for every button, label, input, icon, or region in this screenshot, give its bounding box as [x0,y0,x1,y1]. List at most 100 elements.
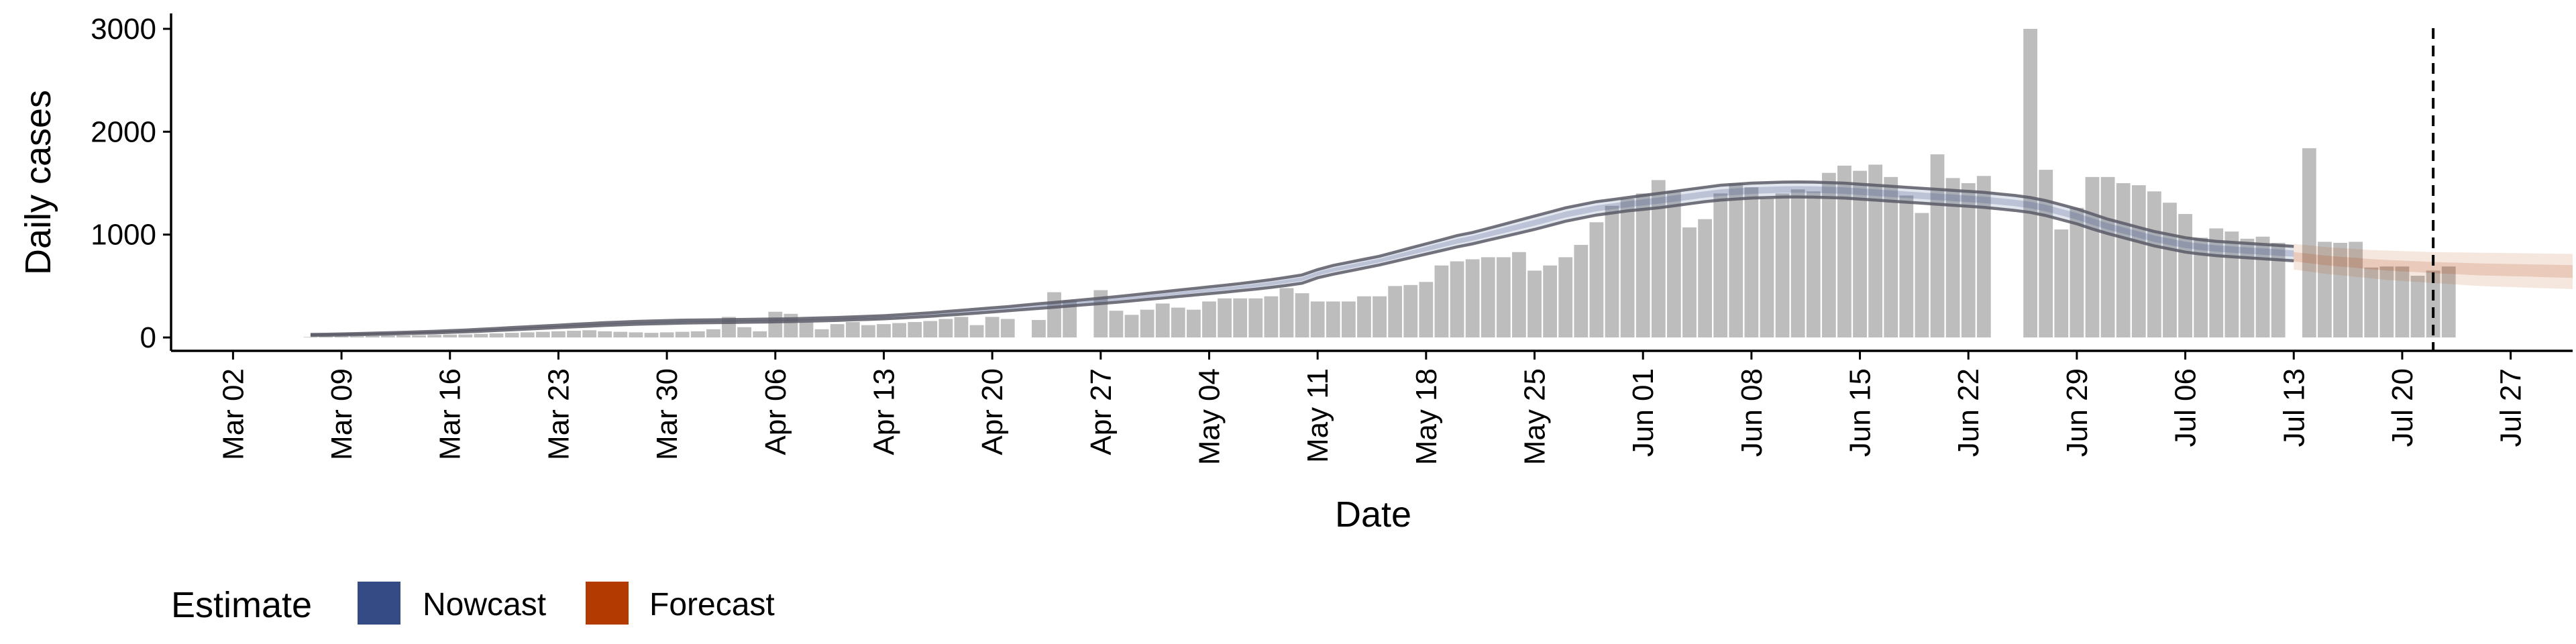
bar [412,335,426,338]
bar [908,322,922,338]
bar [1589,222,1604,338]
bar [2364,267,2379,338]
bar [1698,219,1712,338]
bar [1729,183,1743,338]
bar [1202,301,1216,338]
bar [2426,270,2440,338]
bar [954,317,969,338]
bar [2147,191,2161,338]
bar [1326,301,1340,338]
y-tick-label: 1000 [91,219,156,252]
x-tick-label: Mar 30 [651,368,684,460]
bar [1124,315,1139,338]
bar [1218,298,1232,338]
x-tick-label: Mar 02 [217,368,250,460]
bar [1884,176,1898,338]
bar [474,333,488,338]
bar [504,333,519,338]
bar [938,319,953,338]
bar [1635,193,1650,338]
bar [1140,309,1155,338]
bar [365,335,380,338]
bar [1790,189,1805,338]
x-tick-label: Jul 13 [2277,368,2310,447]
bar [2255,236,2270,338]
bar [1419,282,1434,338]
bar [1574,245,1589,338]
y-tick-label: 3000 [91,13,156,46]
bar [753,331,767,338]
bar [1341,301,1356,338]
bar [1032,319,1046,338]
bar [2333,242,2347,338]
bar [2240,238,2255,338]
bar [1063,300,1077,338]
bar [2441,266,2456,338]
bar [520,332,535,338]
bar [2100,176,2115,338]
ticks-layer: 0 1000 2000 3000 Mar 02 Mar 09 Mar 16 Mar 23 Mar… [91,13,2528,465]
bar [380,335,395,338]
x-tick-label: May 25 [1519,368,1552,465]
bar [1976,176,1991,338]
bar [1543,265,1558,338]
bar [1837,165,1851,338]
bar [2131,185,2146,338]
forecast-band-outer [2294,244,2573,289]
bar [443,334,458,338]
bar [985,317,1000,338]
bar [334,336,349,338]
x-tick-label: May 11 [1301,368,1334,463]
legend-label-nowcast: Nowcast [423,587,546,623]
bar [1465,259,1480,338]
bar [1651,180,1666,338]
bar [458,334,473,338]
bar [2023,29,2038,338]
bar [2163,203,2177,338]
bar [489,333,504,338]
bar [1481,257,1495,338]
x-tick-label: Jun 15 [1844,368,1877,457]
axes-layer [170,13,2573,352]
bar [2178,214,2192,338]
bar [1558,257,1573,338]
bar [396,335,411,338]
bar [799,322,814,338]
x-tick-label: Jul 06 [2169,368,2202,447]
x-tick-label: Apr 13 [867,368,900,455]
bar [675,331,690,338]
x-tick-label: Mar 23 [542,368,575,460]
x-tick-label: Jul 27 [2495,368,2528,447]
bar [861,325,875,338]
x-tick-label: Jun 01 [1627,368,1660,457]
bar [1512,252,1526,338]
bar [2039,170,2053,338]
x-tick-label: Apr 20 [976,368,1009,455]
x-tick-label: Jun 29 [2061,368,2094,457]
bar [2302,148,2316,338]
x-tick-label: Jun 22 [1952,368,1985,457]
bar [535,331,550,338]
bar [598,331,612,338]
bar [969,325,984,338]
bar [1899,195,1914,338]
bar [814,329,829,338]
bar [1945,178,1960,338]
bar [551,331,566,338]
bar [1109,311,1124,338]
bar [1264,296,1279,338]
bar [629,332,643,338]
bar [1713,193,1728,338]
bar [582,330,597,338]
x-tick-label: May 04 [1193,368,1226,465]
bar [1930,154,1945,338]
bar [706,329,720,338]
bar [2070,207,2084,338]
bar [1310,301,1325,338]
bar [1403,284,1418,338]
legend-swatch-nowcast [358,582,400,625]
bar [1775,193,1790,338]
legend: Estimate Nowcast Forecast [171,582,775,625]
x-tick-label: Mar 16 [434,368,467,460]
